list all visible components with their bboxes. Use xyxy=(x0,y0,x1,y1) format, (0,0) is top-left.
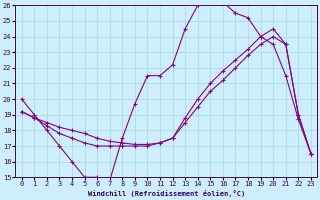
X-axis label: Windchill (Refroidissement éolien,°C): Windchill (Refroidissement éolien,°C) xyxy=(88,190,245,197)
